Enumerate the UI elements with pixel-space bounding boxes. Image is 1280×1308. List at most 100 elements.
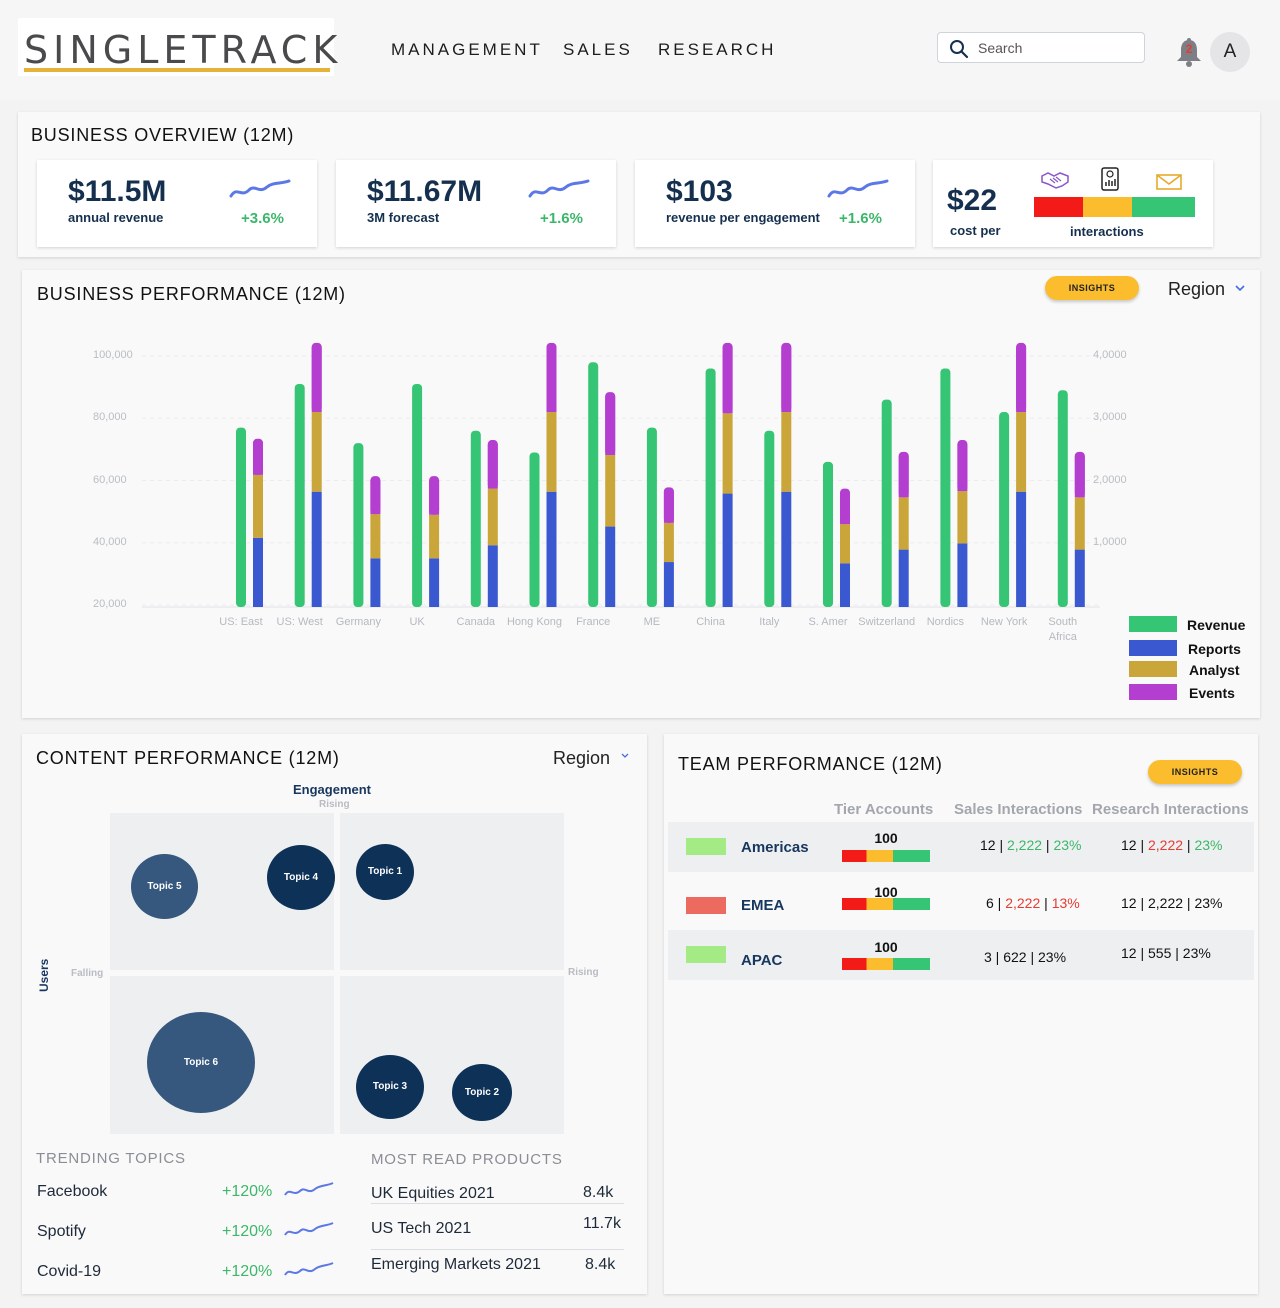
product-name[interactable]: UK Equities 2021 (371, 1185, 495, 1202)
engagement-axis-sub: Rising (319, 799, 350, 810)
metric-separator: | (1040, 895, 1052, 911)
content-title: CONTENT PERFORMANCE (12M) (36, 748, 340, 768)
kpi-label: revenue per engagement (666, 210, 820, 225)
research-interactions-value: 12 | 2,222 | 23% (1121, 837, 1223, 853)
y-tick-right: 3,0000 (1093, 411, 1127, 424)
users-axis-label: Users (37, 958, 51, 992)
region-label: Region (553, 748, 611, 768)
bar-analyst (957, 491, 968, 544)
bar-revenue (999, 412, 1010, 607)
bubble-topic-5[interactable]: Topic 5 (131, 854, 198, 919)
region-dropdown[interactable]: Region (1168, 279, 1245, 300)
bar-analyst (663, 522, 674, 563)
product-name[interactable]: US Tech 2021 (371, 1220, 472, 1237)
trending-topic-name[interactable]: Covid-19 (37, 1263, 102, 1280)
nav-research[interactable]: RESEARCH (658, 40, 777, 59)
x-tick-label: US: West (276, 616, 323, 628)
metric-separator: | (995, 837, 1007, 853)
handshake-icon (1041, 172, 1069, 189)
bar-reports (487, 545, 498, 607)
bar-events-fill (898, 455, 909, 498)
bar-revenue (881, 399, 892, 607)
product-value: 11.7k (583, 1215, 621, 1232)
table-row[interactable]: Americas 100 12 | 2,222 | 23% 12 | 2,222 | … (668, 822, 1254, 872)
metric-separator: | (1136, 895, 1148, 911)
business-performance-card: BUSINESS PERFORMANCE (12M) INSIGHTS Regi… (22, 270, 1260, 718)
bar-reports (1016, 491, 1027, 607)
notifications-button[interactable]: 2 (1172, 36, 1206, 70)
sparkline-icon (284, 1182, 334, 1196)
product-name[interactable]: Emerging Markets 2021 (371, 1256, 541, 1273)
search-input[interactable] (978, 38, 1138, 58)
table-row[interactable]: APAC 100 3 | 622 | 23% 12 | 555 | 23% (668, 930, 1254, 980)
bubble-topic-1[interactable]: Topic 1 (356, 844, 414, 900)
divider (371, 1203, 624, 1204)
bar-reports (1074, 549, 1085, 607)
bar-reports (370, 558, 381, 607)
interactions-label: interactions (1070, 224, 1144, 239)
trending-topic-name[interactable]: Facebook (37, 1183, 108, 1200)
trending-topic-name[interactable]: Spotify (37, 1223, 86, 1240)
bar-events-fill (663, 491, 674, 523)
kpi-annual-revenue[interactable]: $11.5M annual revenue +3.6% (37, 160, 317, 247)
search-icon (950, 40, 969, 59)
engagement-axis-label: Engagement (293, 782, 372, 797)
team-insights-button[interactable]: INSIGHTS (1148, 760, 1242, 784)
metric-part: 13% (1051, 895, 1080, 911)
notification-count: 2 (1185, 42, 1193, 56)
bar-analyst (546, 412, 557, 492)
avatar[interactable]: A (1210, 32, 1250, 72)
rising-label: Rising (568, 967, 599, 978)
bubble-topic-2[interactable]: Topic 2 (452, 1064, 512, 1121)
x-tick-label: France (576, 616, 611, 628)
metric-separator: | (1042, 837, 1054, 853)
bar-analyst (429, 514, 440, 559)
tier-accounts-value: 100 (874, 884, 898, 900)
bar-revenue (529, 452, 540, 607)
metric-separator: | (991, 949, 1004, 965)
y-tick-right: 4,0000 (1093, 349, 1127, 361)
bubble-topic-4[interactable]: Topic 4 (267, 845, 335, 910)
product-value: 8.4k (583, 1184, 614, 1201)
bar-analyst (253, 474, 263, 538)
falling-label: Falling (71, 968, 104, 979)
bubble-topic-6[interactable]: Topic 6 (147, 1012, 255, 1113)
most-read-products-title: MOST READ PRODUCTS (371, 1151, 563, 1168)
kpi-3m-forecast[interactable]: $11.67M 3M forecast +1.6% (336, 160, 616, 247)
y-tick-right: 1,0000 (1093, 535, 1127, 548)
bar-revenue (646, 427, 657, 607)
bubble-topic-3[interactable]: Topic 3 (356, 1055, 424, 1119)
content-region-dropdown[interactable]: Region (553, 748, 629, 769)
table-row[interactable]: EMEA 100 6 | 2,222 | 13% 12 | 2,222 | 23% (668, 876, 1254, 926)
region-name: Americas (741, 839, 809, 856)
metric-separator: | (1171, 945, 1183, 961)
y-tick-left: 60,000 (93, 473, 127, 486)
bar-events-fill (311, 346, 322, 413)
tier-bar (842, 958, 930, 970)
bar-chart (142, 342, 1100, 608)
envelope-icon (1156, 174, 1182, 190)
region-name: EMEA (741, 897, 785, 914)
region-status-swatch (686, 838, 726, 855)
bar-events-fill (370, 480, 381, 515)
kpi-value: $11.5M (68, 175, 167, 208)
metric-separator: | (1183, 895, 1195, 911)
insights-button[interactable]: INSIGHTS (1045, 276, 1139, 300)
singletrack-logo[interactable]: SINGLETRACK (18, 18, 337, 76)
bar-revenue (294, 384, 305, 607)
search-box[interactable] (937, 32, 1145, 63)
nav-sales[interactable]: SALES (563, 40, 633, 59)
team-title: TEAM PERFORMANCE (12M) (678, 754, 943, 774)
nav-management[interactable]: MANAGEMENT (391, 40, 543, 59)
metric-part: 12 (1121, 945, 1137, 961)
bar-revenue (470, 430, 481, 607)
kpi-revenue-per-engagement[interactable]: $103 revenue per engagement +1.6% (635, 160, 915, 247)
x-tick-label: South Africa (1048, 616, 1078, 643)
kpi-label: annual revenue (68, 210, 164, 225)
x-tick-label: China (696, 616, 725, 628)
x-tick-label: Nordics (926, 616, 965, 628)
metric-separator: | (993, 895, 1006, 911)
bar-revenue (353, 443, 364, 607)
kpi-cost-per-interaction[interactable]: $22 cost per interactions (933, 160, 1213, 247)
bar-analyst (487, 488, 498, 546)
